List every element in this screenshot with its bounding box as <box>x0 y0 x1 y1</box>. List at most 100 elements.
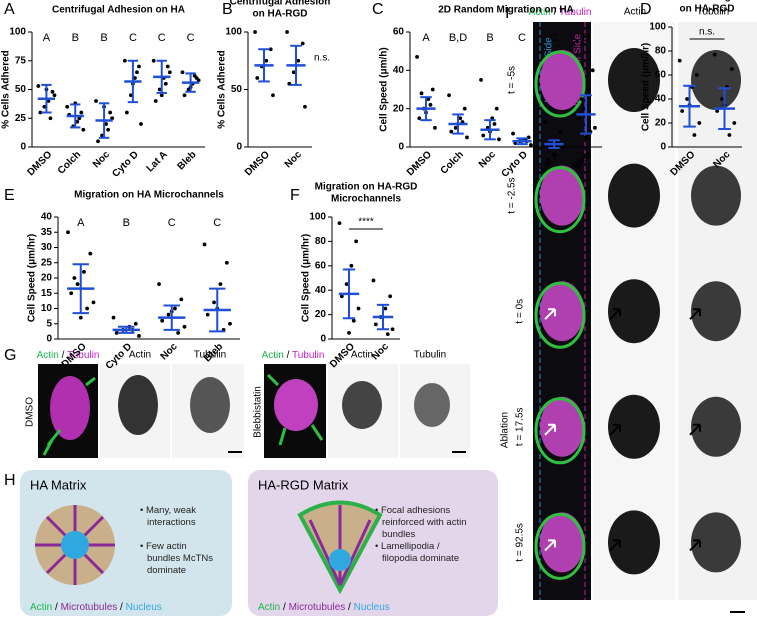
y-axis-label: % Cells Adhered <box>217 50 228 129</box>
data-point <box>390 327 395 332</box>
panel-letter: C <box>372 1 384 18</box>
y-axis-label: Cell Speed (μm/hr) <box>301 234 312 322</box>
channel-label: Tubulin <box>194 350 226 361</box>
cell <box>540 165 584 226</box>
x-tick-label: Colch <box>439 149 466 176</box>
data-point <box>526 135 531 140</box>
data-point <box>712 52 717 57</box>
significance: n.s. <box>314 53 330 64</box>
cell-edge <box>534 50 586 118</box>
data-point <box>590 68 595 73</box>
data-point <box>383 306 388 311</box>
data-point <box>78 315 83 320</box>
y-tick-label: 40 <box>655 94 667 105</box>
arrow <box>544 423 556 436</box>
data-point <box>264 58 269 63</box>
data-point <box>180 70 185 75</box>
cell <box>608 510 660 575</box>
data-point <box>153 99 158 103</box>
bullet: • Many, weak interactions <box>140 505 196 528</box>
panel-letter: F <box>290 187 300 204</box>
panel-g: G Actin / Tubulin Actin Tubulin Actin / … <box>4 347 470 458</box>
arrow <box>609 423 621 436</box>
legend: Actin / Microtubules / Nucleus <box>30 602 162 613</box>
data-point <box>122 58 127 63</box>
data-point <box>371 278 376 283</box>
data-point <box>337 221 342 226</box>
data-point <box>82 270 86 274</box>
data-point <box>685 97 689 101</box>
data-point <box>586 87 591 92</box>
time-label: t = -2.5s <box>507 177 518 213</box>
chart-title: on HA-RGD <box>680 4 735 15</box>
data-point <box>344 282 349 286</box>
panel-letter: I <box>505 5 509 22</box>
group-letter: B <box>123 217 130 229</box>
y-tick-label: 80 <box>315 236 327 247</box>
data-point <box>110 116 115 121</box>
merge-label: Actin / Tubulin <box>37 350 100 361</box>
cell <box>540 512 584 573</box>
y-tick-label: 0 <box>660 142 666 153</box>
data-point <box>79 110 84 115</box>
panel-letter: D <box>640 1 652 18</box>
group-letter: C <box>168 217 176 229</box>
data-point <box>212 300 216 305</box>
y-tick-label: 40 <box>393 65 405 76</box>
filopodia <box>266 373 324 446</box>
data-point <box>196 78 201 83</box>
y-tick-label: 15 <box>41 288 53 299</box>
data-point <box>157 282 161 286</box>
data-point <box>593 125 597 130</box>
data-point <box>179 297 184 302</box>
data-point <box>545 145 550 149</box>
data-point <box>72 276 77 280</box>
y-tick-label: 20 <box>393 103 405 114</box>
data-point <box>133 76 137 80</box>
group-letter: C <box>550 32 558 44</box>
arrow <box>544 539 556 552</box>
cell-edge <box>534 281 586 349</box>
cell <box>691 396 741 457</box>
data-point <box>287 81 292 86</box>
data-point <box>182 324 187 329</box>
cell <box>540 281 584 342</box>
data-point <box>128 93 133 98</box>
data-point <box>202 242 207 247</box>
significance: **** <box>358 217 374 228</box>
y-axis-label: Cell Speed (μm/hr) <box>641 43 652 131</box>
y-tick-label: 100 <box>225 27 242 38</box>
chart-title: Centrifugal Adhesion <box>230 0 331 8</box>
x-tick-label: Noc <box>91 149 112 170</box>
data-point <box>173 306 177 311</box>
box-title: HA-RGD Matrix <box>258 477 349 492</box>
data-point <box>268 47 273 52</box>
cell-edge <box>534 512 586 580</box>
group-letter: A <box>43 32 51 44</box>
data-point <box>291 70 296 75</box>
data-point <box>108 110 113 115</box>
time-label: t = -5s <box>507 66 518 94</box>
panel-h: H HA Matrix HA-RGD Matrix Actin / Microt… <box>4 470 498 616</box>
data-point <box>253 30 257 34</box>
data-point <box>433 125 437 130</box>
data-point <box>385 332 390 337</box>
data-point <box>271 93 275 98</box>
y-tick-label: 0 <box>320 334 326 345</box>
data-point <box>479 78 483 82</box>
condition-label: DMSO <box>25 397 36 427</box>
arrow <box>689 423 701 436</box>
y-tick-label: 5 <box>46 318 52 329</box>
panel-letter: G <box>4 347 16 364</box>
x-tick-label: Colch <box>56 149 83 176</box>
data-point <box>720 97 724 101</box>
data-point <box>465 135 469 140</box>
cell <box>118 375 158 435</box>
data-point <box>69 291 74 296</box>
data-point <box>339 294 344 299</box>
data-point <box>584 135 588 140</box>
y-tick-label: 100 <box>9 27 26 38</box>
data-point <box>351 318 356 323</box>
data-point <box>715 109 720 113</box>
